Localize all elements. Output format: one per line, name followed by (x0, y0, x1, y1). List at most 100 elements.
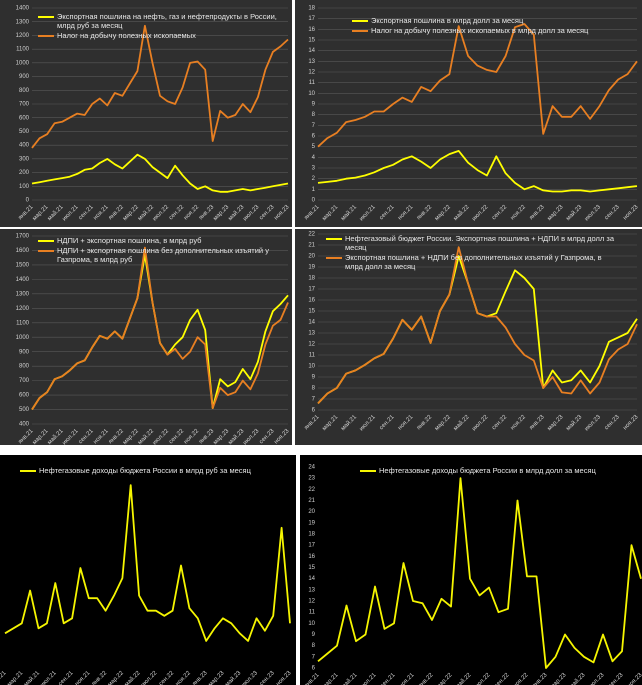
y-tick-label: 1400 (16, 277, 30, 283)
y-tick-label: 7 (312, 654, 316, 660)
y-tick-label: 19 (308, 265, 315, 271)
legend-label: Экспортная пошлина в млрд долл за месяц (371, 16, 524, 25)
y-tick-label: 22 (308, 487, 315, 493)
series-line (317, 246, 638, 405)
y-tick-label: 13 (308, 587, 315, 593)
y-tick-label: 1100 (16, 320, 30, 326)
y-tick-label: 14 (308, 320, 315, 326)
legend-swatch (38, 240, 54, 242)
y-tick-label: 900 (19, 349, 30, 355)
legend: Нефтегазовые доходы бюджета России в млр… (20, 466, 280, 476)
legend: НДПИ + экспортная пошлина, в млрд руб НДП… (38, 236, 283, 265)
y-tick-label: 23 (308, 476, 315, 482)
y-tick-label: 6 (312, 134, 316, 140)
y-tick-label: 900 (19, 74, 30, 80)
y-tick-label: 700 (19, 378, 30, 384)
y-tick-label: 24 (308, 465, 315, 471)
y-tick-label: 19 (308, 520, 315, 526)
y-tick-label: 1 (312, 187, 316, 193)
legend-item: Налог на добычу полезных ископаемых в мл… (352, 26, 632, 35)
y-tick-label: 15 (308, 565, 315, 571)
legend-swatch (326, 257, 342, 259)
y-tick-label: 11 (309, 610, 316, 616)
legend-item: НДПИ + экспортная пошлина без дополнител… (38, 246, 283, 264)
y-tick-label: 18 (308, 276, 315, 282)
y-tick-label: 11 (309, 80, 316, 86)
y-tick-label: 600 (19, 393, 30, 399)
y-tick-label: 13 (308, 59, 315, 65)
y-tick-label: 400 (19, 143, 30, 149)
series-line (31, 24, 289, 149)
y-tick-label: 1000 (16, 60, 30, 66)
y-tick-label: 21 (308, 498, 315, 504)
y-tick-label: 13 (308, 331, 315, 337)
legend-item: Экспортная пошлина на нефть, газ и нефте… (38, 12, 288, 30)
y-tick-label: 12 (308, 599, 315, 605)
y-tick-label: 1400 (16, 6, 30, 12)
panel (300, 455, 642, 685)
y-tick-label: 8 (312, 112, 316, 118)
y-tick-label: 1500 (16, 263, 30, 269)
y-tick-label: 10 (308, 91, 315, 97)
y-tick-label: 15 (308, 38, 315, 44)
series-line (317, 23, 638, 148)
y-tick-label: 21 (308, 243, 315, 249)
y-tick-label: 8 (312, 643, 316, 649)
y-tick-label: 17 (308, 16, 315, 22)
legend-swatch (352, 20, 368, 22)
y-tick-label: 8 (312, 386, 316, 392)
y-tick-label: 0 (312, 198, 316, 204)
legend-label: Налог на добычу полезных ископаемых (57, 31, 196, 40)
legend: Нефтегазовый бюджет России. Экспортная п… (326, 234, 616, 272)
legend-label: Экспортная пошлина на нефть, газ и нефте… (57, 12, 277, 30)
legend: Экспортная пошлина на нефть, газ и нефте… (38, 12, 288, 41)
y-tick-label: 9 (312, 102, 316, 108)
legend-swatch (352, 30, 368, 32)
legend-item: НДПИ + экспортная пошлина, в млрд руб (38, 236, 283, 245)
y-tick-label: 1200 (16, 306, 30, 312)
y-tick-label: 700 (19, 102, 30, 108)
y-tick-label: 6 (312, 666, 316, 672)
y-tick-label: 3 (312, 166, 316, 172)
y-tick-label: 7 (312, 397, 316, 403)
legend-label: Нефтегазовые доходы бюджета России в млр… (379, 466, 596, 475)
legend-item: Экспортная пошлина в млрд долл за месяц (352, 16, 632, 25)
legend-label: Экспортная пошлина + НДПИ без дополнител… (345, 253, 602, 271)
y-tick-label: 20 (308, 509, 315, 515)
y-tick-label: 1100 (16, 47, 30, 53)
y-tick-label: 18 (308, 532, 315, 538)
y-tick-label: 12 (308, 342, 315, 348)
legend-label: НДПИ + экспортная пошлина без дополнител… (57, 246, 269, 264)
legend-label: Нефтегазовый бюджет России. Экспортная п… (345, 234, 614, 252)
y-tick-label: 5 (312, 144, 316, 150)
y-tick-label: 14 (308, 576, 315, 582)
y-tick-label: 17 (308, 543, 315, 549)
x-tick-label: янв.21 (0, 670, 8, 685)
panel (295, 229, 642, 445)
y-tick-label: 14 (308, 48, 315, 54)
series-line (31, 153, 289, 193)
series-line (317, 477, 642, 669)
y-tick-label: 18 (308, 6, 315, 12)
y-tick-label: 300 (19, 156, 30, 162)
y-tick-label: 600 (19, 115, 30, 121)
y-tick-label: 1000 (16, 335, 30, 341)
y-tick-label: 16 (308, 27, 315, 33)
y-tick-label: 400 (19, 422, 30, 428)
y-tick-label: 0 (26, 198, 30, 204)
y-tick-label: 800 (19, 88, 30, 94)
y-tick-label: 1600 (16, 248, 30, 254)
legend-label: НДПИ + экспортная пошлина, в млрд руб (57, 236, 202, 245)
y-tick-label: 10 (308, 364, 315, 370)
y-tick-label: 17 (308, 287, 315, 293)
legend-swatch (20, 470, 36, 472)
legend-item: Налог на добычу полезных ископаемых (38, 31, 288, 40)
legend-item: Нефтегазовые доходы бюджета России в млр… (360, 466, 620, 475)
legend: Нефтегазовые доходы бюджета России в млр… (360, 466, 620, 476)
legend-item: Экспортная пошлина + НДПИ без дополнител… (326, 253, 616, 271)
y-tick-label: 500 (19, 407, 30, 413)
y-tick-label: 100 (19, 184, 30, 190)
y-tick-label: 10 (308, 621, 315, 627)
